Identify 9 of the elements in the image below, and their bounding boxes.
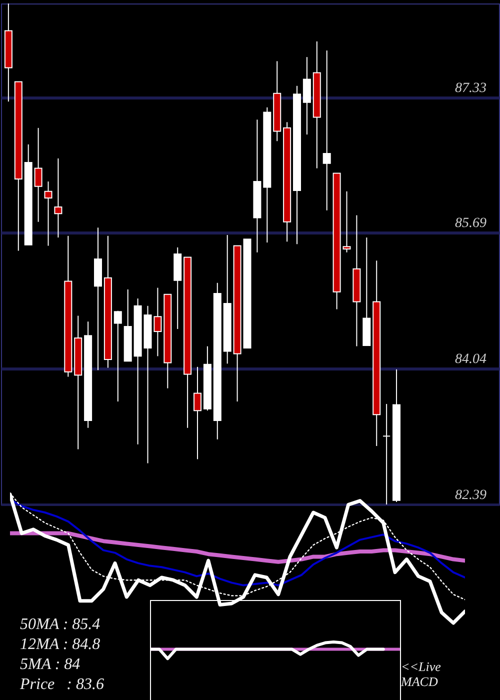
annotation: 50MA : 85.4 (20, 614, 102, 635)
text: <<Live MACD (401, 659, 442, 689)
text: 5MA : 84 (20, 654, 82, 675)
y-tick-label: 84.04 (455, 352, 486, 368)
y-tick-label: 82.39 (455, 488, 486, 503)
text: 12MA : 84.8 (20, 634, 102, 655)
text: Price : 83.6 (20, 674, 104, 695)
y-tick-label: 85.69 (455, 216, 486, 232)
y-tick-label: 87.33 (455, 80, 486, 96)
